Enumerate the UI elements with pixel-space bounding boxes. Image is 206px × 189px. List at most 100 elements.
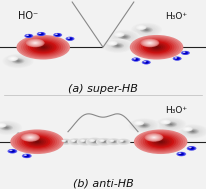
Circle shape xyxy=(140,27,142,28)
Circle shape xyxy=(121,140,122,141)
Circle shape xyxy=(90,139,94,141)
Circle shape xyxy=(114,32,135,42)
Circle shape xyxy=(0,123,17,132)
Circle shape xyxy=(191,148,192,149)
Circle shape xyxy=(67,37,70,39)
Circle shape xyxy=(22,134,39,141)
Circle shape xyxy=(180,153,183,155)
Circle shape xyxy=(93,141,96,143)
Circle shape xyxy=(130,35,183,60)
Circle shape xyxy=(70,139,81,144)
Circle shape xyxy=(142,60,150,64)
Circle shape xyxy=(34,42,36,43)
Circle shape xyxy=(138,122,151,129)
Circle shape xyxy=(137,122,141,124)
Circle shape xyxy=(173,57,181,60)
Circle shape xyxy=(27,35,30,37)
Circle shape xyxy=(78,139,92,145)
Circle shape xyxy=(183,127,203,136)
Circle shape xyxy=(7,56,18,61)
Circle shape xyxy=(101,140,108,143)
Circle shape xyxy=(188,147,195,150)
Circle shape xyxy=(174,57,180,60)
Circle shape xyxy=(24,155,29,157)
Circle shape xyxy=(38,33,41,34)
Circle shape xyxy=(9,150,13,151)
Circle shape xyxy=(0,124,15,132)
Circle shape xyxy=(148,135,160,140)
Circle shape xyxy=(110,140,113,141)
Circle shape xyxy=(114,44,121,47)
Circle shape xyxy=(22,154,32,158)
Circle shape xyxy=(113,141,115,142)
Circle shape xyxy=(145,42,168,52)
Circle shape xyxy=(109,30,140,44)
Circle shape xyxy=(26,35,32,37)
Circle shape xyxy=(35,141,39,143)
Circle shape xyxy=(183,52,185,53)
Circle shape xyxy=(110,30,139,43)
Circle shape xyxy=(8,56,28,66)
Circle shape xyxy=(84,141,86,142)
Circle shape xyxy=(183,127,192,131)
Text: H₃O⁺: H₃O⁺ xyxy=(165,106,187,115)
Circle shape xyxy=(139,39,174,55)
Circle shape xyxy=(25,34,32,37)
Circle shape xyxy=(121,35,128,39)
Circle shape xyxy=(190,130,195,133)
Circle shape xyxy=(189,147,191,148)
Circle shape xyxy=(25,155,29,157)
Circle shape xyxy=(0,121,21,134)
Circle shape xyxy=(88,139,102,145)
Circle shape xyxy=(32,42,54,52)
Circle shape xyxy=(63,140,64,141)
Circle shape xyxy=(102,140,107,143)
Circle shape xyxy=(134,59,138,60)
Circle shape xyxy=(75,141,76,142)
Circle shape xyxy=(5,55,31,67)
Text: H₃O⁺: H₃O⁺ xyxy=(165,12,187,21)
Circle shape xyxy=(63,140,69,143)
Circle shape xyxy=(33,140,42,144)
Circle shape xyxy=(101,140,102,141)
Circle shape xyxy=(117,139,130,145)
Circle shape xyxy=(77,138,94,146)
Circle shape xyxy=(10,150,12,151)
Circle shape xyxy=(133,121,144,125)
Circle shape xyxy=(83,141,87,143)
Circle shape xyxy=(160,120,181,129)
Circle shape xyxy=(0,122,18,133)
Circle shape xyxy=(80,139,85,142)
Circle shape xyxy=(137,26,156,34)
Circle shape xyxy=(24,136,50,148)
Circle shape xyxy=(25,155,28,157)
Circle shape xyxy=(120,140,123,141)
Circle shape xyxy=(145,62,147,63)
Circle shape xyxy=(176,58,178,59)
Circle shape xyxy=(121,141,126,143)
Circle shape xyxy=(91,140,93,141)
Circle shape xyxy=(91,140,93,141)
Circle shape xyxy=(182,51,189,54)
Circle shape xyxy=(149,42,151,43)
Circle shape xyxy=(156,140,165,144)
Circle shape xyxy=(60,139,72,145)
Circle shape xyxy=(99,139,110,144)
Circle shape xyxy=(117,139,131,145)
Circle shape xyxy=(108,41,116,45)
Circle shape xyxy=(162,120,169,123)
Circle shape xyxy=(178,152,185,156)
Circle shape xyxy=(184,127,202,136)
Circle shape xyxy=(119,140,124,142)
Circle shape xyxy=(68,138,83,145)
Circle shape xyxy=(145,62,148,63)
Circle shape xyxy=(120,140,123,142)
Circle shape xyxy=(110,140,114,142)
Circle shape xyxy=(138,26,144,29)
Circle shape xyxy=(145,62,147,63)
Circle shape xyxy=(21,135,53,149)
Circle shape xyxy=(3,54,34,68)
Circle shape xyxy=(90,140,99,144)
Circle shape xyxy=(110,42,125,49)
Circle shape xyxy=(119,140,128,144)
